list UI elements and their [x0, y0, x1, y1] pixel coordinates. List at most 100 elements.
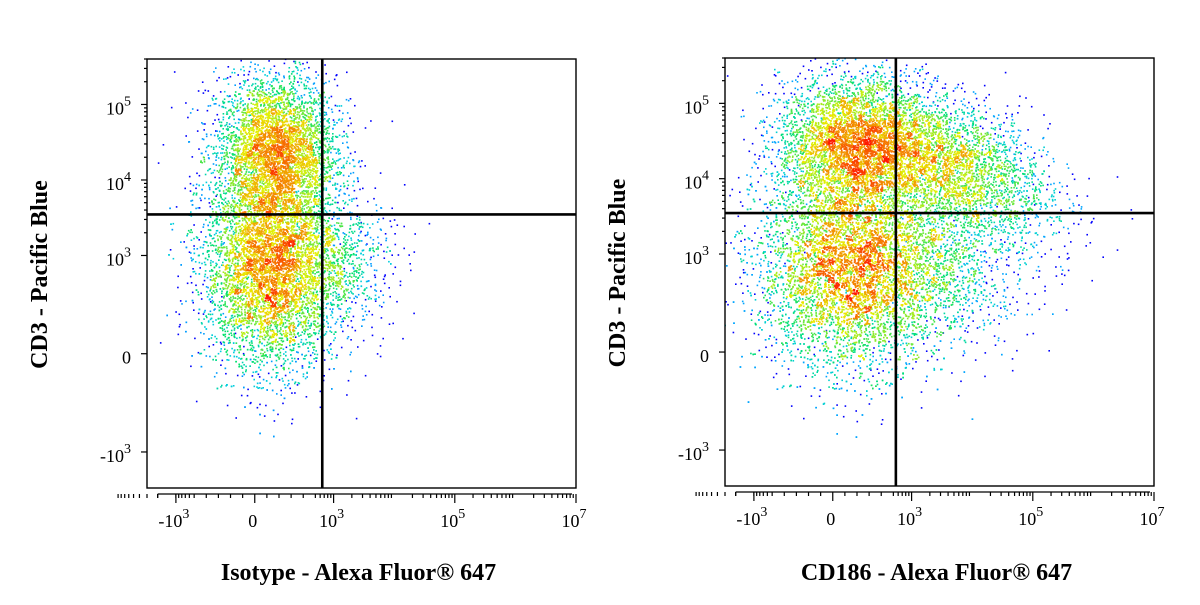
event-dot	[342, 262, 345, 265]
event-dot	[218, 130, 221, 133]
event-dot	[263, 104, 266, 106]
event-dot	[296, 244, 299, 247]
event-dot	[307, 328, 309, 331]
event-dot	[337, 173, 340, 176]
event-dot	[272, 117, 275, 120]
event-dot	[297, 242, 299, 245]
event-dot	[295, 254, 298, 257]
event-dot	[257, 215, 259, 217]
event-dot	[324, 128, 326, 131]
event-dot	[288, 251, 291, 254]
event-dot	[371, 313, 374, 316]
event-dot	[210, 133, 212, 136]
event-dot	[215, 277, 217, 279]
event-dot	[262, 304, 265, 307]
event-dot	[234, 311, 236, 313]
event-dot	[221, 296, 223, 298]
event-dot	[311, 175, 313, 177]
event-dot	[231, 71, 233, 74]
event-dot	[194, 261, 197, 263]
event-dot	[297, 325, 299, 327]
event-dot	[307, 115, 310, 118]
event-dot	[238, 228, 241, 231]
event-dot	[234, 262, 237, 265]
event-dot	[350, 290, 352, 293]
event-dot	[353, 273, 355, 275]
event-dot	[293, 78, 296, 80]
event-dot	[239, 346, 241, 348]
event-dot	[270, 114, 272, 117]
event-dot	[312, 113, 314, 116]
event-dot	[261, 82, 264, 84]
event-dot	[282, 88, 285, 91]
event-dot	[210, 287, 212, 290]
event-dot	[326, 315, 328, 318]
event-dot	[237, 222, 240, 225]
event-dot	[244, 103, 246, 105]
event-dot	[328, 163, 331, 166]
event-dot	[205, 135, 208, 138]
event-dot	[310, 53, 312, 55]
event-dot	[234, 178, 236, 181]
event-dot	[291, 216, 294, 219]
event-dot	[243, 373, 245, 376]
event-dot	[261, 86, 264, 88]
event-dot	[357, 277, 359, 279]
event-dot	[351, 326, 354, 329]
event-dot	[237, 149, 239, 151]
event-dot	[230, 234, 233, 237]
event-dot	[231, 98, 233, 100]
event-dot	[261, 182, 263, 184]
event-dot	[203, 279, 206, 282]
event-dot	[230, 296, 232, 299]
event-dot	[214, 355, 217, 358]
event-dot	[226, 226, 229, 229]
event-dot	[281, 80, 283, 82]
event-dot	[277, 324, 279, 326]
event-dot	[251, 126, 254, 129]
event-dot	[220, 212, 222, 214]
event-dot	[301, 353, 303, 356]
event-dot	[304, 117, 306, 119]
event-dot	[339, 299, 342, 301]
event-dot	[199, 197, 202, 200]
event-dot	[323, 287, 325, 290]
event-dot	[342, 182, 345, 185]
event-dot	[311, 87, 314, 90]
event-dot	[213, 282, 216, 285]
event-dot	[323, 167, 325, 169]
event-dot	[220, 240, 223, 243]
event-dot	[224, 274, 227, 277]
event-dot	[263, 110, 266, 113]
event-dot	[342, 200, 344, 202]
event-dot	[333, 224, 336, 227]
event-dot	[236, 242, 239, 245]
event-dot	[191, 156, 194, 158]
event-dot	[223, 295, 225, 298]
event-dot	[397, 254, 400, 256]
event-dot	[311, 110, 314, 112]
event-dot	[279, 107, 282, 109]
event-dot	[284, 322, 287, 324]
event-dot	[239, 138, 242, 141]
event-dot	[222, 234, 224, 236]
event-dot	[290, 333, 293, 336]
event-dot	[309, 141, 311, 143]
event-dot	[222, 100, 224, 103]
event-dot	[226, 353, 229, 356]
event-dot	[307, 280, 310, 282]
event-dot	[211, 222, 214, 225]
event-dot	[212, 323, 215, 326]
event-dot	[263, 415, 266, 417]
event-dot	[217, 246, 220, 249]
event-dot	[218, 171, 220, 174]
event-dot	[223, 231, 226, 233]
event-dot	[210, 181, 212, 184]
event-dot	[252, 361, 254, 363]
event-dot	[311, 138, 313, 141]
event-dot	[337, 299, 339, 301]
event-dot	[222, 287, 224, 289]
event-dot	[200, 298, 203, 300]
event-dot	[279, 96, 281, 98]
event-dot	[306, 111, 308, 113]
